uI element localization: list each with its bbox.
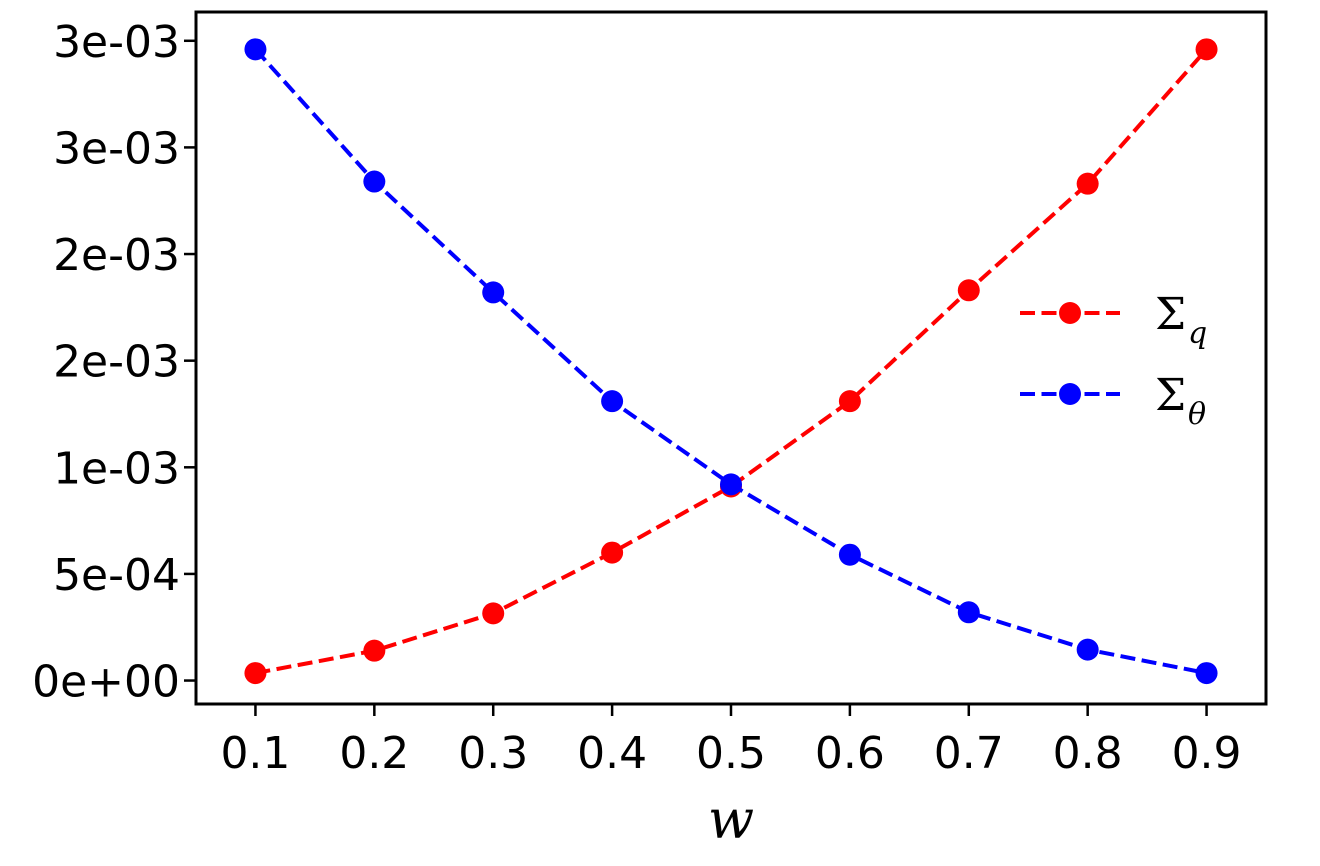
- data-point: [957, 279, 980, 302]
- data-point: [1195, 662, 1218, 685]
- y-tick-label: 2e-03: [53, 230, 180, 281]
- data-point: [244, 662, 267, 685]
- legend-label-subscript: θ: [1188, 397, 1206, 432]
- ticks-layer: 0.1 0.2 0.3 0.4 0.5 0.6 0.7 0.8 0.9 0e+00 5e-04 1e-…: [32, 17, 1241, 779]
- x-tick-label: 0.3: [458, 728, 528, 779]
- data-point: [838, 543, 861, 566]
- legend-label-subscript: q: [1188, 316, 1207, 351]
- data-point: [363, 639, 386, 662]
- legend-label-symbol: Σ: [1155, 289, 1186, 340]
- x-tick-label: 0.4: [577, 728, 647, 779]
- series-line-2: [253, 47, 1207, 676]
- data-point: [482, 281, 505, 304]
- x-tick-label: 0.1: [220, 728, 290, 779]
- y-tick-label: 0e+00: [32, 657, 180, 708]
- legend-marker: [1059, 302, 1081, 324]
- plot-frame: [194, 10, 1268, 706]
- x-tick-label: 0.2: [339, 728, 409, 779]
- x-tick-label: 0.8: [1053, 728, 1123, 779]
- data-point: [957, 601, 980, 624]
- y-tick-label: 3e-03: [53, 17, 180, 68]
- legend-label-symbol: Σ: [1155, 370, 1186, 421]
- series-layer: [244, 38, 1218, 685]
- legend-marker: [1059, 383, 1081, 405]
- data-point: [838, 390, 861, 413]
- y-tick-label: 3e-03: [53, 123, 180, 174]
- data-point: [601, 390, 624, 413]
- y-tick-label: 2e-03: [53, 337, 180, 388]
- y-tick-label: 5e-04: [53, 550, 180, 601]
- x-tick-label: 0.5: [696, 728, 766, 779]
- data-point: [1195, 38, 1218, 61]
- series-line-1: [255, 47, 1209, 676]
- data-point: [363, 170, 386, 193]
- data-point: [482, 602, 505, 625]
- y-tick-label: 1e-03: [53, 443, 180, 494]
- x-tick-label: 0.6: [815, 728, 885, 779]
- data-point: [1076, 172, 1099, 195]
- x-tick-label: 0.7: [934, 728, 1004, 779]
- data-point: [1076, 638, 1099, 661]
- data-point: [720, 473, 742, 496]
- data-point: [244, 38, 267, 61]
- data-point: [601, 541, 624, 564]
- x-tick-label: 0.9: [1172, 728, 1242, 779]
- x-axis-title: w: [708, 788, 754, 851]
